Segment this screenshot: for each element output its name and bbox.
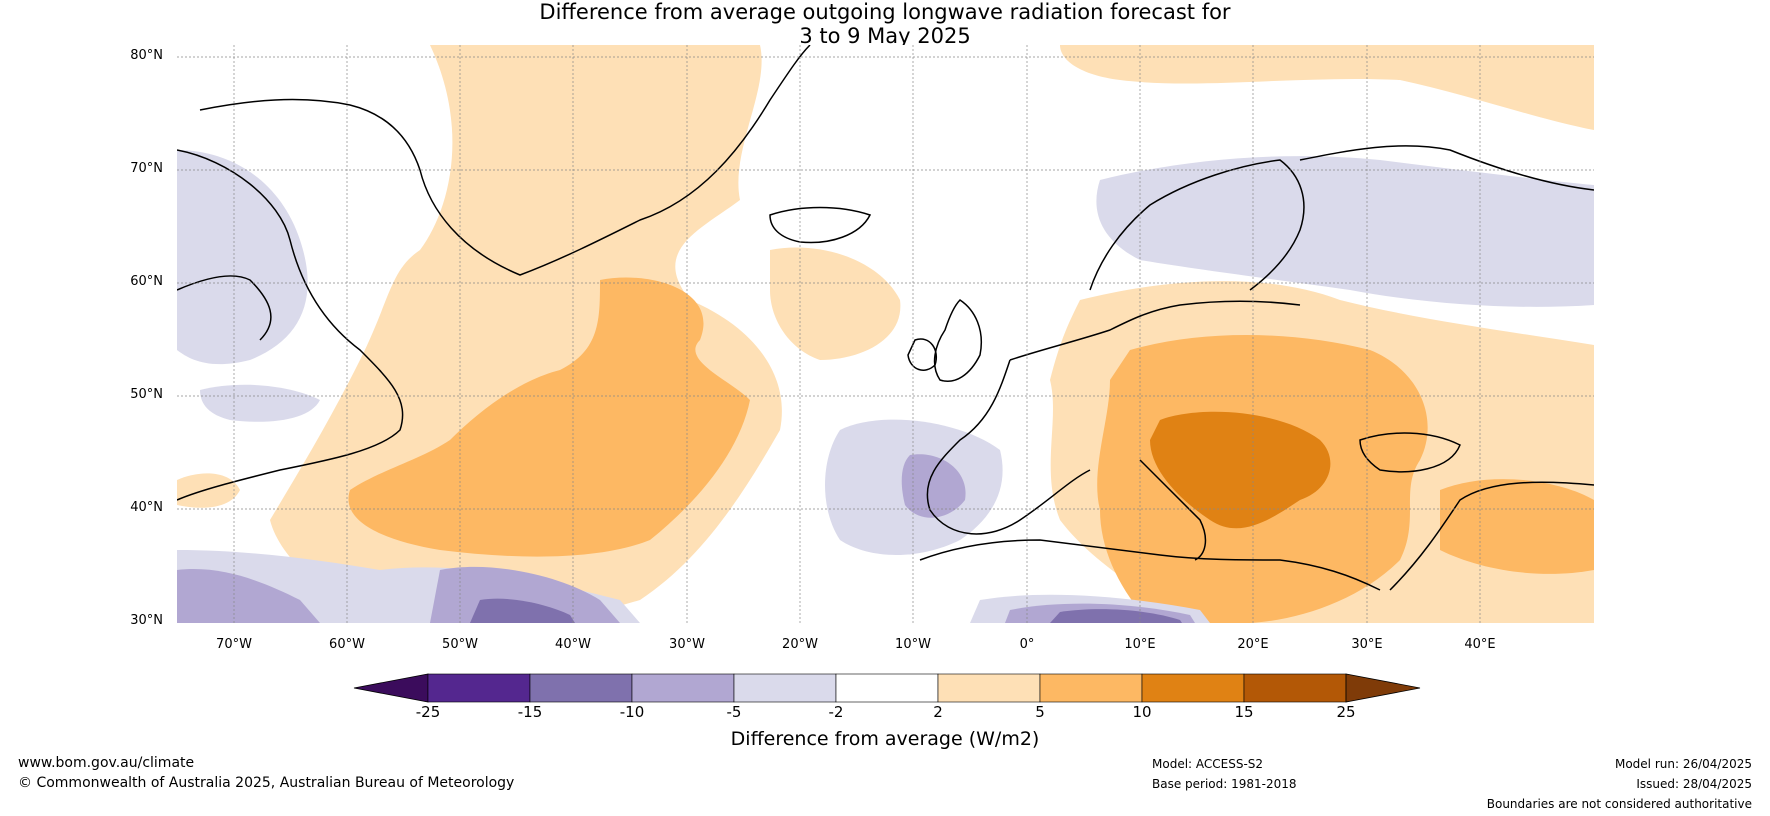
lon-label-70w: 70°W (216, 637, 252, 652)
middle-east-coast (1389, 481, 1594, 591)
colorbar-segment (529, 673, 633, 703)
disclaimer-text: Boundaries are not considered authoritat… (1486, 797, 1752, 811)
model-text: Model: ACCESS-S2 (1152, 757, 1264, 771)
lon-label-0: 0° (1019, 637, 1035, 652)
lon-label-40w: 40°W (555, 637, 591, 652)
map-title: Difference from average outgoing longwav… (0, 0, 1770, 48)
black-sea-coast (1359, 432, 1461, 473)
hudson-coast (177, 275, 272, 341)
colorbar-tick: -2 (828, 703, 844, 721)
colorbar-segment (1141, 673, 1245, 703)
colorbar-tick: -10 (619, 703, 645, 721)
colorbar-tick: 10 (1132, 703, 1152, 721)
colorbar-label: Difference from average (W/m2) (730, 728, 1040, 750)
colorbar-segment (427, 673, 531, 703)
colorbar-segment (1243, 673, 1347, 703)
anomaly-region-iberia-core (901, 454, 966, 518)
map-panel (177, 45, 1594, 623)
colorbar-segment (835, 673, 939, 703)
lon-label-50w: 50°W (442, 637, 478, 652)
arctic-canada-coast (199, 98, 421, 171)
scandinavia-coast (1089, 159, 1305, 291)
anomaly-region-scandinavia (1096, 156, 1594, 307)
greenland-coast (419, 45, 811, 276)
iceland-coast (769, 206, 872, 244)
lat-label-60n: 60°N (130, 274, 163, 289)
anomaly-region-newfoundland (200, 384, 320, 422)
anomaly-region-atlantic-east (770, 247, 901, 360)
lat-label-40n: 40°N (130, 500, 163, 515)
anomaly-region-labrador (177, 150, 308, 365)
colorbar-tick: -15 (517, 703, 543, 721)
colorbar (353, 673, 1421, 703)
coastlines (177, 45, 1594, 591)
lon-label-10w: 10°W (895, 637, 931, 652)
lon-label-20e: 20°E (1237, 637, 1269, 652)
uk-coast (933, 299, 982, 382)
anomaly-region-south-atlantic-core (177, 569, 320, 623)
anomaly-region-labrador-south (177, 473, 240, 508)
colorbar-segment (937, 673, 1041, 703)
italy-coast (1139, 459, 1207, 561)
colorbar-segment (1039, 673, 1143, 703)
lat-label-30n: 30°N (130, 613, 163, 628)
colorbar-tick: 25 (1336, 703, 1356, 721)
website-text: www.bom.gov.au/climate (18, 755, 195, 771)
colorbar-segment (631, 673, 735, 703)
anomaly-region-middle-east (1440, 479, 1594, 574)
colorbar-tick: 5 (1035, 703, 1045, 721)
base-period-text: Base period: 1981-2018 (1152, 777, 1297, 791)
lat-label-70n: 70°N (130, 161, 163, 176)
issued-text: Issued: 28/04/2025 (1636, 777, 1752, 791)
labrador-coast (177, 149, 404, 501)
colorbar-arrow-low (353, 673, 429, 703)
gridlines (177, 45, 1594, 623)
anomaly-region-atlantic-core (348, 277, 750, 557)
colorbar-arrow-high (1345, 673, 1421, 703)
colorbar-segment (733, 673, 837, 703)
europe-mainland-coast (926, 300, 1301, 535)
ireland-coast (907, 338, 937, 371)
anomaly-region-south-atlantic-deep (470, 598, 575, 623)
title-line-1: Difference from average outgoing longwav… (539, 0, 1231, 24)
colorbar-tick: -5 (726, 703, 742, 721)
model-run-text: Model run: 26/04/2025 (1614, 757, 1752, 771)
lon-label-20w: 20°W (782, 637, 818, 652)
lat-label-50n: 50°N (130, 387, 163, 402)
lon-label-10e: 10°E (1124, 637, 1156, 652)
lat-label-80n: 80°N (130, 48, 163, 63)
copyright-text: © Commonwealth of Australia 2025, Austra… (18, 775, 515, 791)
anomaly-region-balkans (1150, 411, 1331, 529)
lon-label-60w: 60°W (329, 637, 365, 652)
anomaly-region-arctic (1060, 45, 1594, 130)
lon-label-30w: 30°W (669, 637, 705, 652)
russia-arctic-coast (1299, 145, 1594, 191)
title-line-2: 3 to 9 May 2025 (799, 24, 971, 48)
anomaly-region-sahara-deep (1050, 609, 1182, 623)
colorbar-tick: -25 (415, 703, 441, 721)
colorbar-tick: 2 (933, 703, 943, 721)
lon-label-40e: 40°E (1464, 637, 1496, 652)
lon-label-30e: 30°E (1351, 637, 1383, 652)
colorbar-tick: 15 (1234, 703, 1254, 721)
africa-coast (919, 539, 1381, 591)
